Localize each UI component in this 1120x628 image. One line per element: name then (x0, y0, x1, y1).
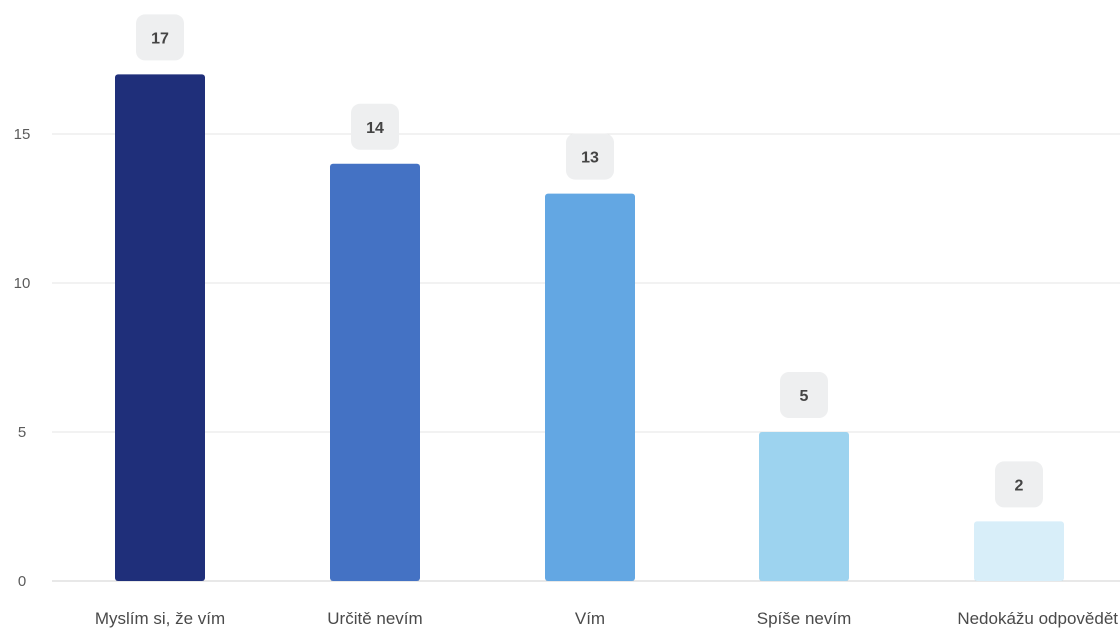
bar (759, 432, 849, 581)
data-label: 2 (1015, 477, 1024, 494)
bar (115, 74, 205, 582)
x-tick-label: Určitě nevím (327, 609, 422, 628)
data-label: 14 (366, 120, 384, 137)
y-tick-label: 10 (14, 275, 31, 292)
data-label: 13 (581, 150, 599, 167)
y-tick-label: 0 (18, 573, 26, 590)
data-label-badge (566, 133, 614, 180)
bar (974, 521, 1064, 581)
x-tick-label: Myslím si, že vím (95, 609, 225, 628)
data-label: 17 (151, 30, 169, 47)
data-label-badge (351, 103, 399, 150)
bar (330, 163, 420, 582)
y-tick-label: 15 (14, 126, 31, 143)
data-label: 5 (800, 388, 809, 405)
bar (545, 193, 635, 581)
data-label-badge (780, 372, 828, 418)
data-label-badge (995, 461, 1043, 508)
bars: 17 14 13 5 2 (115, 14, 1064, 582)
x-tick-label: Nedokážu odpovědět (957, 609, 1118, 628)
x-axis-labels: Myslím si, že vím Určitě nevím Vím Spíše ne… (95, 609, 1118, 628)
x-tick-label: Spíše nevím (757, 609, 852, 628)
y-axis-ticks: 0 5 10 15 (14, 126, 31, 590)
x-tick-label: Vím (575, 609, 605, 628)
y-tick-label: 5 (18, 424, 26, 441)
data-label-badge (136, 14, 184, 61)
